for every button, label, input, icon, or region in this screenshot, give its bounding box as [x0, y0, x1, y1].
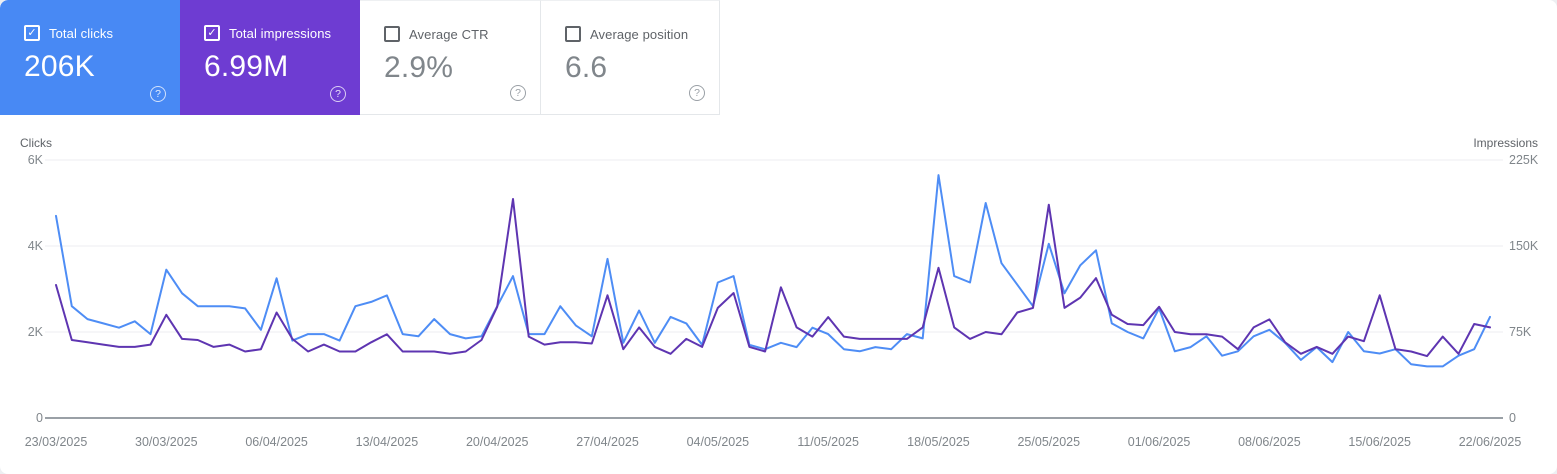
total-clicks-value: 206K	[24, 50, 95, 83]
average-position-value: 6.6	[565, 51, 608, 84]
average-ctr-value: 2.9%	[384, 51, 454, 84]
x-tick-label: 30/03/2025	[135, 435, 198, 449]
svg-text:225K: 225K	[1509, 153, 1539, 167]
x-tick-label: 18/05/2025	[907, 435, 970, 449]
total-impressions-checkbox[interactable]	[204, 25, 220, 41]
average-position-checkbox[interactable]	[565, 26, 581, 42]
x-tick-label: 08/06/2025	[1238, 435, 1301, 449]
card-average-ctr[interactable]: Average CTR 2.9% ?	[360, 0, 540, 115]
x-tick-label: 27/04/2025	[576, 435, 639, 449]
average-ctr-checkbox[interactable]	[384, 26, 400, 42]
impressions-line	[55, 198, 1491, 358]
total-impressions-value: 6.99M	[204, 50, 289, 83]
card-head: Average CTR	[384, 26, 540, 42]
card-head: Average position	[565, 26, 719, 42]
help-icon[interactable]: ?	[689, 85, 705, 101]
card-total-impressions[interactable]: Total impressions 6.99M ?	[180, 0, 360, 115]
help-icon[interactable]: ?	[150, 86, 166, 102]
svg-text:Clicks: Clicks	[20, 136, 52, 150]
x-tick-label: 11/05/2025	[797, 435, 859, 449]
card-label: Average CTR	[409, 26, 489, 42]
svg-text:6K: 6K	[28, 153, 44, 167]
svg-text:150K: 150K	[1509, 239, 1539, 253]
card-total-clicks[interactable]: Total clicks 206K ?	[0, 0, 180, 115]
x-tick-label: 20/04/2025	[466, 435, 529, 449]
card-label: Total impressions	[229, 25, 332, 41]
svg-text:4K: 4K	[28, 239, 44, 253]
x-tick-label: 01/06/2025	[1128, 435, 1191, 449]
help-icon[interactable]: ?	[510, 85, 526, 101]
svg-text:75K: 75K	[1509, 325, 1532, 339]
card-head: Total clicks	[24, 25, 180, 41]
help-icon[interactable]: ?	[330, 86, 346, 102]
card-label: Average position	[590, 26, 689, 42]
svg-text:0: 0	[1509, 411, 1516, 425]
card-average-position[interactable]: Average position 6.6 ?	[540, 0, 720, 115]
svg-text:2K: 2K	[28, 325, 44, 339]
x-tick-label: 13/04/2025	[356, 435, 419, 449]
svg-text:Impressions: Impressions	[1473, 136, 1538, 150]
metric-cards-row: Total clicks 206K ? Total impressions 6.…	[0, 0, 1557, 115]
x-tick-label: 04/05/2025	[687, 435, 750, 449]
clicks-line	[55, 174, 1491, 368]
performance-chart[interactable]: 6K 225K 4K 150K 2K 75K 0 0 Clicks Impressions 23/0…	[0, 130, 1557, 474]
card-head: Total impressions	[204, 25, 360, 41]
x-tick-label: 25/05/2025	[1017, 435, 1080, 449]
x-tick-label: 22/06/2025	[1459, 435, 1522, 449]
clicks-impressions-line-chart[interactable]: 6K 225K 4K 150K 2K 75K 0 0 Clicks Impressions 23/0…	[0, 130, 1557, 474]
x-tick-label: 06/04/2025	[245, 435, 308, 449]
total-clicks-checkbox[interactable]	[24, 25, 40, 41]
x-tick-label: 15/06/2025	[1348, 435, 1411, 449]
card-label: Total clicks	[49, 25, 114, 41]
svg-text:0: 0	[36, 411, 43, 425]
x-tick-label: 23/03/2025	[25, 435, 88, 449]
